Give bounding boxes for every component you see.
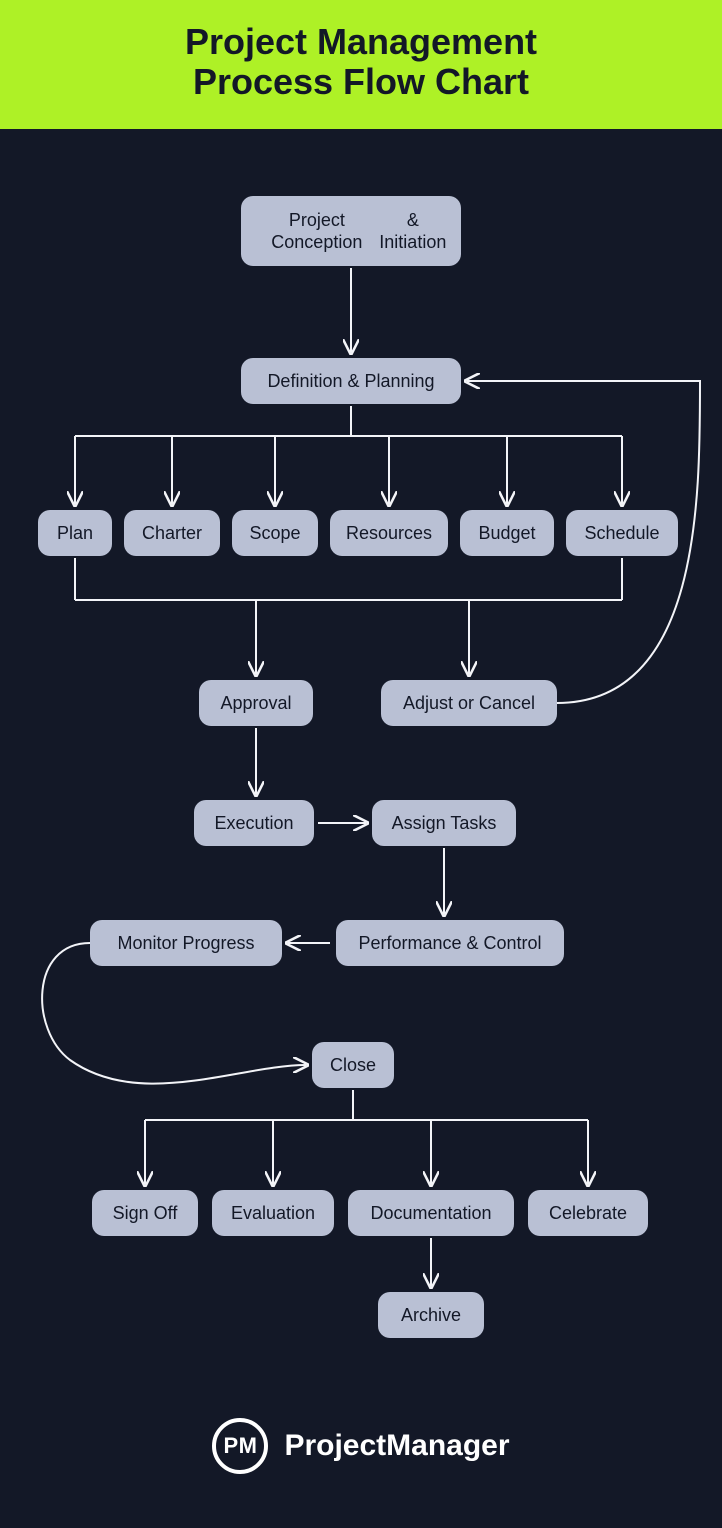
node-adjust: Adjust or Cancel: [381, 680, 557, 726]
node-archive: Archive: [378, 1292, 484, 1338]
footer: PM ProjectManager: [0, 1418, 722, 1474]
node-approval: Approval: [199, 680, 313, 726]
node-monitor: Monitor Progress: [90, 920, 282, 966]
title-line2: Process Flow Chart: [193, 61, 529, 102]
logo-icon: PM: [212, 1418, 268, 1474]
node-signoff: Sign Off: [92, 1190, 198, 1236]
node-scope: Scope: [232, 510, 318, 556]
node-performance: Performance & Control: [336, 920, 564, 966]
node-close: Close: [312, 1042, 394, 1088]
node-evaluation: Evaluation: [212, 1190, 334, 1236]
node-budget: Budget: [460, 510, 554, 556]
node-definition: Definition & Planning: [241, 358, 461, 404]
node-execution: Execution: [194, 800, 314, 846]
node-schedule: Schedule: [566, 510, 678, 556]
title-line1: Project Management: [185, 21, 537, 62]
brand-name: ProjectManager: [284, 1429, 509, 1463]
node-conception: Project Conception& Initiation: [241, 196, 461, 266]
node-charter: Charter: [124, 510, 220, 556]
logo-text: PM: [223, 1433, 257, 1459]
node-assign: Assign Tasks: [372, 800, 516, 846]
node-celebrate: Celebrate: [528, 1190, 648, 1236]
node-plan: Plan: [38, 510, 112, 556]
node-documentation: Documentation: [348, 1190, 514, 1236]
header-banner: Project Management Process Flow Chart: [0, 0, 722, 129]
node-resources: Resources: [330, 510, 448, 556]
